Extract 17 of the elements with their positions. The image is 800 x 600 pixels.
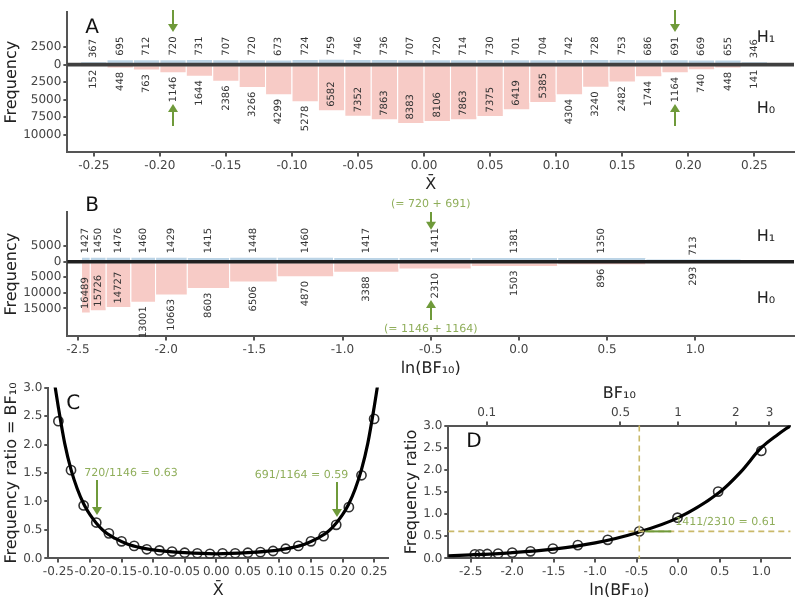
x-axis-title: ln(BF₁₀) <box>589 580 650 599</box>
x-axis-title: X̄ <box>425 173 438 193</box>
series-label: H₁ <box>756 227 776 246</box>
annotation: B <box>85 195 100 218</box>
annotation: A <box>85 17 100 40</box>
text: H₀ <box>756 98 776 117</box>
annotation: D <box>466 430 483 453</box>
y-axis-title: Frequency ratio = BF₁₀ <box>1 382 20 564</box>
y-axis-title: Frequency ratio <box>401 429 420 555</box>
series-label: H₀ <box>756 289 776 308</box>
y-axis-title: Frequency <box>1 40 20 124</box>
y-axis-title: Frequency <box>1 232 20 316</box>
series-label: H₁ <box>756 28 776 47</box>
x-axis-title: ln(BF₁₀) <box>400 358 461 377</box>
x-axis-title: X̄ <box>212 579 225 599</box>
annotation: C <box>66 392 81 415</box>
x2-axis-title: BF₁₀ <box>602 383 636 402</box>
